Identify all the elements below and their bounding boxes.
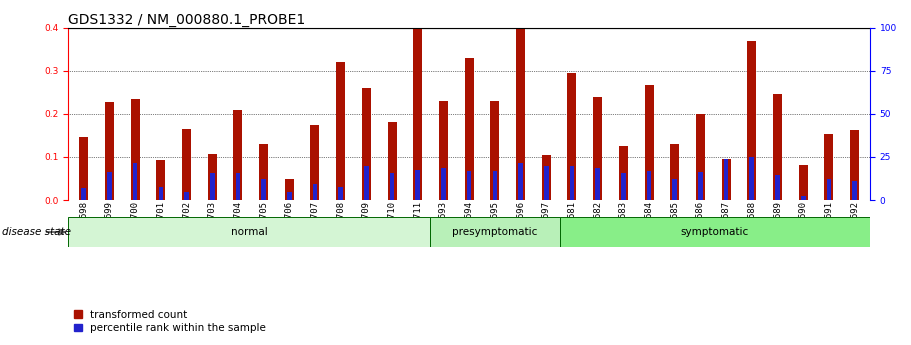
Text: normal: normal [231,227,268,237]
Bar [68,217,430,247]
Bar [466,171,472,200]
Bar [336,62,345,200]
Bar [544,167,548,200]
Bar [130,99,139,200]
Bar [236,173,241,200]
Bar [490,101,499,200]
Bar [824,134,834,200]
Bar [184,193,189,200]
Bar [493,171,497,200]
Legend: transformed count, percentile rank within the sample: transformed count, percentile rank withi… [74,310,266,333]
Bar [415,170,420,200]
Bar [799,165,808,200]
Bar [801,196,805,200]
Bar [133,164,138,200]
Text: GDS1332 / NM_000880.1_PROBE1: GDS1332 / NM_000880.1_PROBE1 [68,12,305,27]
Bar [750,157,754,200]
Bar [696,114,705,200]
Bar [311,125,320,200]
Bar [619,146,628,200]
Bar [157,160,165,200]
Bar [79,137,88,200]
Bar [159,187,163,200]
Bar [644,85,653,200]
Bar [672,179,677,200]
Bar [105,102,114,200]
Bar [312,184,317,200]
Bar [362,88,371,200]
Bar [414,28,423,200]
Text: disease state: disease state [2,227,71,237]
Bar [724,159,729,200]
Bar [747,41,756,200]
Bar [826,179,831,200]
Bar [722,159,731,200]
Bar [568,73,577,200]
Bar [465,58,474,200]
Bar [647,171,651,200]
Bar [387,122,396,200]
Bar [593,97,602,200]
Bar [259,144,268,200]
Bar [107,172,112,200]
Bar [182,129,191,200]
Bar [338,187,343,200]
Bar [853,181,857,200]
Bar [559,217,870,247]
Bar [542,155,551,200]
Bar [364,166,369,200]
Bar [516,28,525,200]
Bar [595,168,600,200]
Bar [208,154,217,200]
Text: symptomatic: symptomatic [681,227,749,237]
Bar [773,95,782,200]
Bar [430,217,559,247]
Bar [518,164,523,200]
Bar [850,130,859,200]
Bar [775,175,780,200]
Bar [210,173,214,200]
Bar [81,188,86,200]
Bar [670,144,680,200]
Bar [233,110,242,200]
Bar [285,179,294,200]
Text: presymptomatic: presymptomatic [453,227,537,237]
Bar [441,168,445,200]
Bar [261,179,266,200]
Bar [287,193,292,200]
Bar [439,101,448,200]
Bar [621,173,626,200]
Bar [569,166,574,200]
Bar [698,172,702,200]
Bar [390,173,394,200]
